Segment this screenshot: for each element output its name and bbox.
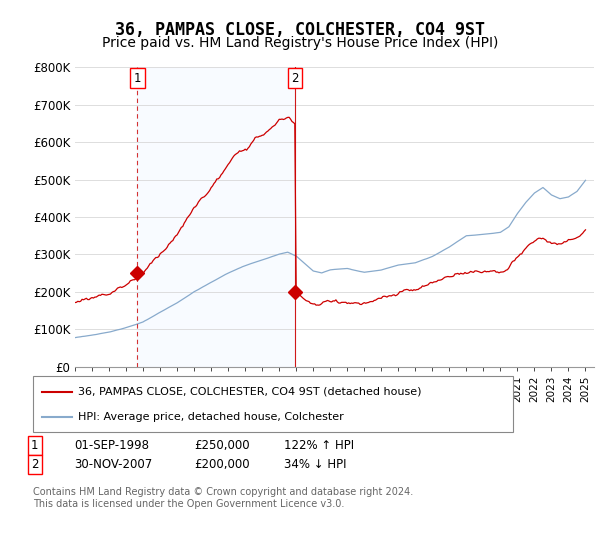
Text: 36, PAMPAS CLOSE, COLCHESTER, CO4 9ST (detached house): 36, PAMPAS CLOSE, COLCHESTER, CO4 9ST (d… <box>78 387 421 397</box>
Text: 30-NOV-2007: 30-NOV-2007 <box>74 458 152 472</box>
Text: £200,000: £200,000 <box>194 458 250 472</box>
Text: 36, PAMPAS CLOSE, COLCHESTER, CO4 9ST: 36, PAMPAS CLOSE, COLCHESTER, CO4 9ST <box>115 21 485 39</box>
Text: 1: 1 <box>134 72 141 85</box>
Text: £250,000: £250,000 <box>194 438 250 452</box>
Text: 2: 2 <box>291 72 299 85</box>
Text: 34% ↓ HPI: 34% ↓ HPI <box>284 458 346 472</box>
Text: Contains HM Land Registry data © Crown copyright and database right 2024.
This d: Contains HM Land Registry data © Crown c… <box>33 487 413 509</box>
Text: 1: 1 <box>31 438 38 452</box>
Bar <box>137 67 295 367</box>
Text: 122% ↑ HPI: 122% ↑ HPI <box>284 438 354 452</box>
Text: HPI: Average price, detached house, Colchester: HPI: Average price, detached house, Colc… <box>78 412 344 422</box>
Text: 2: 2 <box>31 458 38 472</box>
Text: 01-SEP-1998: 01-SEP-1998 <box>74 438 149 452</box>
Text: Price paid vs. HM Land Registry's House Price Index (HPI): Price paid vs. HM Land Registry's House … <box>102 36 498 50</box>
